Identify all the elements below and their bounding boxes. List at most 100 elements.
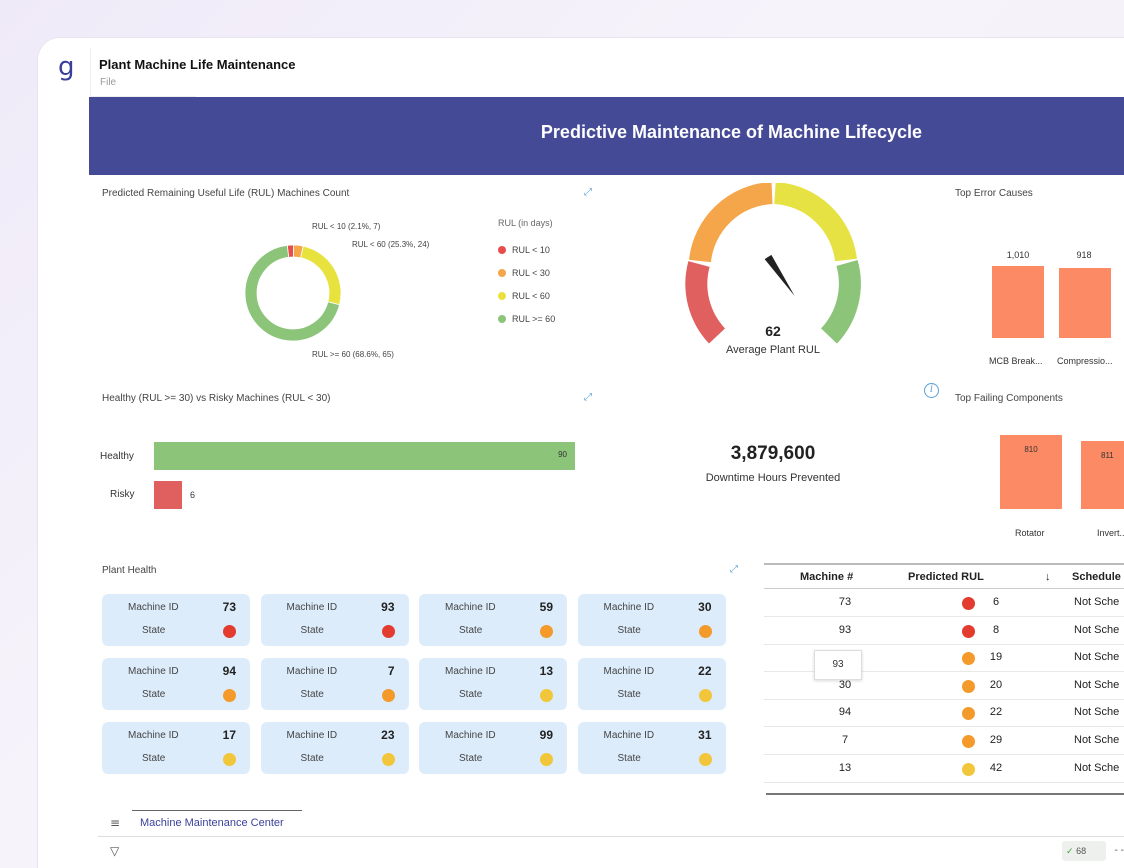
failing-bar[interactable]: 811: [1081, 441, 1124, 509]
legend-item-lt60[interactable]: RUL < 60: [498, 291, 550, 301]
more-icon[interactable]: - -: [1114, 845, 1124, 856]
machine-card[interactable]: Machine ID 31 State: [577, 722, 726, 774]
machine-id-value: 93: [381, 600, 395, 614]
machine-card[interactable]: Machine ID 99 State: [419, 722, 567, 774]
machine-card[interactable]: Machine ID 93 State: [260, 594, 409, 646]
gauge-segment-yellow: [773, 183, 857, 262]
machine-card[interactable]: Machine ID 7 State: [260, 658, 409, 710]
state-indicator: [698, 689, 712, 702]
app-logo[interactable]: g: [58, 52, 75, 82]
healthy-label: Healthy: [100, 451, 134, 462]
machine-card[interactable]: Machine ID 30 State: [577, 594, 726, 646]
rul-state-indicator: [962, 652, 975, 666]
donut-label-lt10: RUL < 10 (2.1%, 7): [312, 222, 381, 231]
state-label: State: [459, 689, 483, 700]
machine-card[interactable]: Machine ID 17 State: [102, 722, 250, 774]
legend-label: RUL < 10: [512, 245, 550, 255]
machine-id-value: 99: [539, 728, 553, 742]
info-icon[interactable]: i: [924, 383, 939, 398]
rul-cell: 29: [989, 734, 1003, 746]
donut-slice-lt60[interactable]: [300, 245, 342, 306]
machine-card[interactable]: Machine ID 94 State: [102, 658, 250, 710]
state-indicator: [223, 625, 236, 638]
failing-bar-label: Rotator: [1015, 528, 1045, 538]
gauge-segment-orange: [689, 183, 773, 263]
table-row[interactable]: 94 22 Not Sche: [764, 699, 1124, 728]
schedule-cell: Not Sche: [1074, 706, 1120, 719]
schedule-cell: Not Sche: [1074, 651, 1120, 664]
error-bar[interactable]: [1059, 268, 1111, 338]
legend-item-lt10[interactable]: RUL < 10: [498, 245, 550, 255]
legend-label: RUL < 30: [512, 268, 550, 278]
failing-bar-value: 810: [1024, 445, 1038, 454]
machine-id-value: 73: [222, 600, 236, 614]
machine-id-label: Machine ID: [128, 666, 179, 677]
error-bar[interactable]: [992, 266, 1044, 338]
state-label: State: [459, 625, 483, 636]
legend-title: RUL (in days): [498, 218, 553, 228]
machine-id-cell: 7: [841, 734, 849, 746]
legend-item-lt30[interactable]: RUL < 30: [498, 268, 550, 278]
downtime-kpi-label: Downtime Hours Prevented: [705, 472, 841, 484]
sort-desc-icon[interactable]: ↓: [1045, 571, 1051, 583]
menu-icon[interactable]: ≡: [110, 816, 121, 830]
machine-id-value: 13: [539, 664, 553, 678]
table-row[interactable]: 73 6 Not Sche: [764, 589, 1124, 617]
rul-cell: 6: [992, 596, 1000, 608]
active-tab-indicator: [132, 810, 302, 811]
app-title: Plant Machine Life Maintenance: [99, 57, 296, 72]
machine-card[interactable]: Machine ID 59 State: [419, 594, 567, 646]
col-schedule[interactable]: Schedule: [1072, 571, 1121, 583]
machine-id-label: Machine ID: [603, 666, 655, 677]
plant-health-title: Plant Health: [102, 565, 157, 576]
gauge-segment-red: [685, 261, 726, 344]
gauge-segment-green: [820, 260, 861, 344]
machine-id-value: 17: [222, 728, 236, 742]
col-machine[interactable]: Machine #: [800, 571, 854, 583]
table-row[interactable]: 7 29 Not Sche: [764, 727, 1124, 755]
legend-dot: [498, 246, 506, 254]
health-risk-title: Healthy (RUL >= 30) vs Risky Machines (R…: [102, 393, 331, 404]
expand-icon[interactable]: ⤢: [730, 564, 738, 575]
machine-card[interactable]: Machine ID 22 State: [577, 658, 726, 710]
col-predicted-rul[interactable]: Predicted RUL: [908, 571, 984, 583]
rul-state-indicator: [962, 597, 975, 610]
machine-id-label: Machine ID: [128, 730, 179, 741]
machine-id-cell: 94: [838, 706, 852, 719]
legend-item-gte60[interactable]: RUL >= 60: [498, 314, 555, 324]
machine-id-cell: 73: [838, 596, 852, 608]
machine-id-value: 22: [698, 664, 712, 678]
machine-id-value: 7: [387, 664, 395, 678]
rul-donut-chart: [244, 244, 342, 342]
expand-icon[interactable]: ⤢: [584, 187, 592, 198]
state-label: State: [142, 625, 166, 636]
machine-id-label: Machine ID: [286, 666, 338, 677]
machine-card[interactable]: Machine ID 23 State: [260, 722, 409, 774]
state-label: State: [300, 689, 324, 700]
expand-icon[interactable]: ⤢: [584, 392, 592, 403]
legend-dot: [498, 315, 506, 323]
healthy-value: 90: [558, 450, 567, 459]
state-indicator: [540, 625, 553, 638]
file-menu[interactable]: File: [100, 77, 117, 88]
machine-id-value: 30: [698, 600, 712, 614]
table-row[interactable]: 93 8 Not Sche: [764, 617, 1124, 645]
machine-card[interactable]: Machine ID 13 State: [419, 658, 567, 710]
error-bar-value: 918: [1076, 250, 1092, 260]
schedule-cell: Not Sche: [1074, 678, 1120, 691]
machine-card[interactable]: Machine ID 73 State: [102, 594, 250, 646]
legend-dot: [498, 292, 506, 300]
machine-id-value: 23: [381, 728, 395, 742]
donut-slice-gte60[interactable]: [244, 244, 341, 342]
risky-bar[interactable]: [154, 481, 182, 509]
state-indicator: [223, 689, 236, 702]
error-bar-label: Compressio...: [1057, 356, 1113, 366]
status-badge[interactable]: ✓ 68: [1062, 841, 1106, 861]
filter-icon[interactable]: ▽: [110, 844, 120, 858]
healthy-bar[interactable]: 90: [154, 442, 575, 470]
table-row[interactable]: 13 42 Not Sche: [764, 755, 1124, 783]
donut-label-lt60: RUL < 60 (25.3%, 24): [352, 240, 430, 249]
table-row[interactable]: 30 20 Not Sche: [764, 672, 1124, 700]
failing-bar[interactable]: 810: [1000, 435, 1062, 509]
tab-machine-maintenance-center[interactable]: Machine Maintenance Center: [140, 817, 284, 829]
